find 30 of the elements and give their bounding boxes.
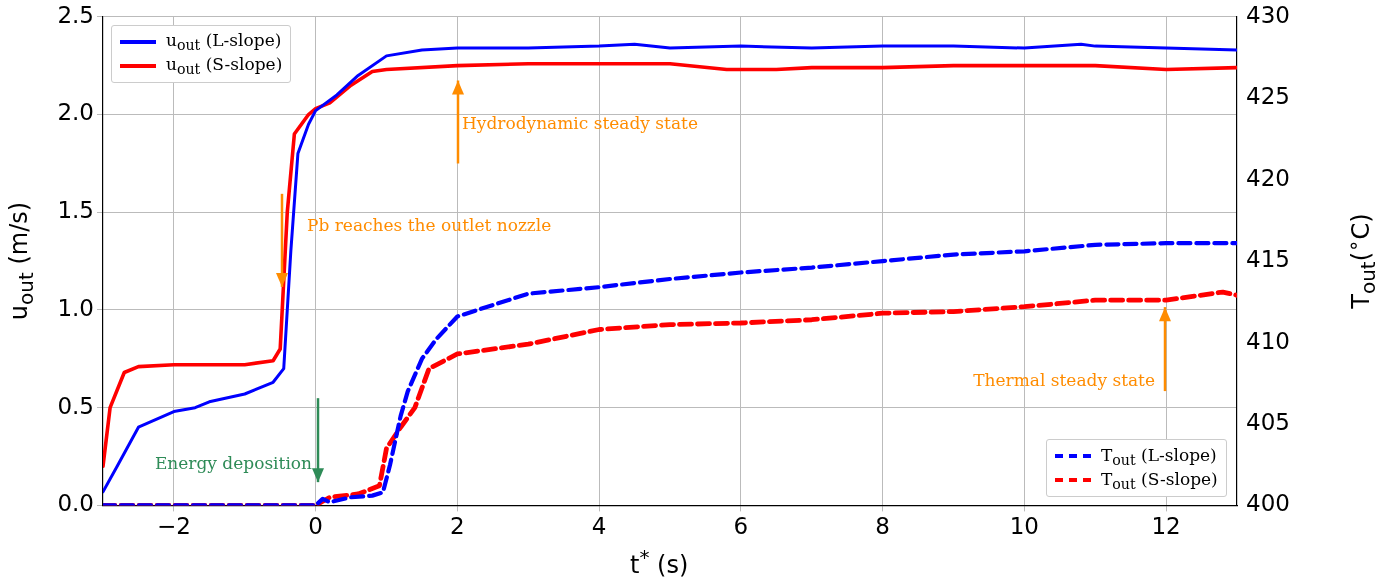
annotation: Energy deposition <box>154 453 313 474</box>
y2-tick-label: 430 <box>1246 1 1290 28</box>
y2-tick-label: 405 <box>1246 408 1290 435</box>
x-tick-label: 4 <box>591 513 607 540</box>
y-tick-label: 2.5 <box>57 1 94 28</box>
y-tick-label: 2.0 <box>57 99 94 126</box>
x-axis-title: t$^{*}$ (s) <box>630 545 689 580</box>
x-tick-label: 0 <box>308 513 323 540</box>
y2-tick-label: 410 <box>1246 327 1290 354</box>
x-tick-label: 2 <box>450 513 465 540</box>
annotation: Hydrodynamic steady state <box>462 113 698 134</box>
y2-tick-label: 415 <box>1246 246 1290 273</box>
x-tick-label: 6 <box>733 513 749 540</box>
y-tick-label: 0.0 <box>57 490 94 517</box>
x-tick-label: 12 <box>1151 513 1181 540</box>
annotation: Thermal steady state <box>973 370 1155 391</box>
y-tick-label: 0.5 <box>57 392 94 419</box>
annotation: Pb reaches the outlet nozzle <box>307 214 552 235</box>
legend-label: T$_{out}$ (S-slope) <box>1101 468 1218 493</box>
y2-tick-label: 420 <box>1246 164 1290 191</box>
legend-label: T$_{out}$ (L-slope) <box>1101 444 1217 469</box>
legend-label: u$_{out}$ (L-slope) <box>166 30 282 54</box>
y-tick-label: 1.5 <box>57 197 94 224</box>
x-tick-label: 10 <box>1009 513 1040 540</box>
y2-tick-label: 400 <box>1246 490 1290 517</box>
y-tick-label: 1.0 <box>57 294 94 321</box>
legend-label: u$_{out}$ (S-slope) <box>166 54 283 78</box>
y2-tick-label: 425 <box>1246 83 1290 110</box>
x-tick-label: −2 <box>156 513 191 540</box>
x-tick-label: 8 <box>875 513 890 540</box>
